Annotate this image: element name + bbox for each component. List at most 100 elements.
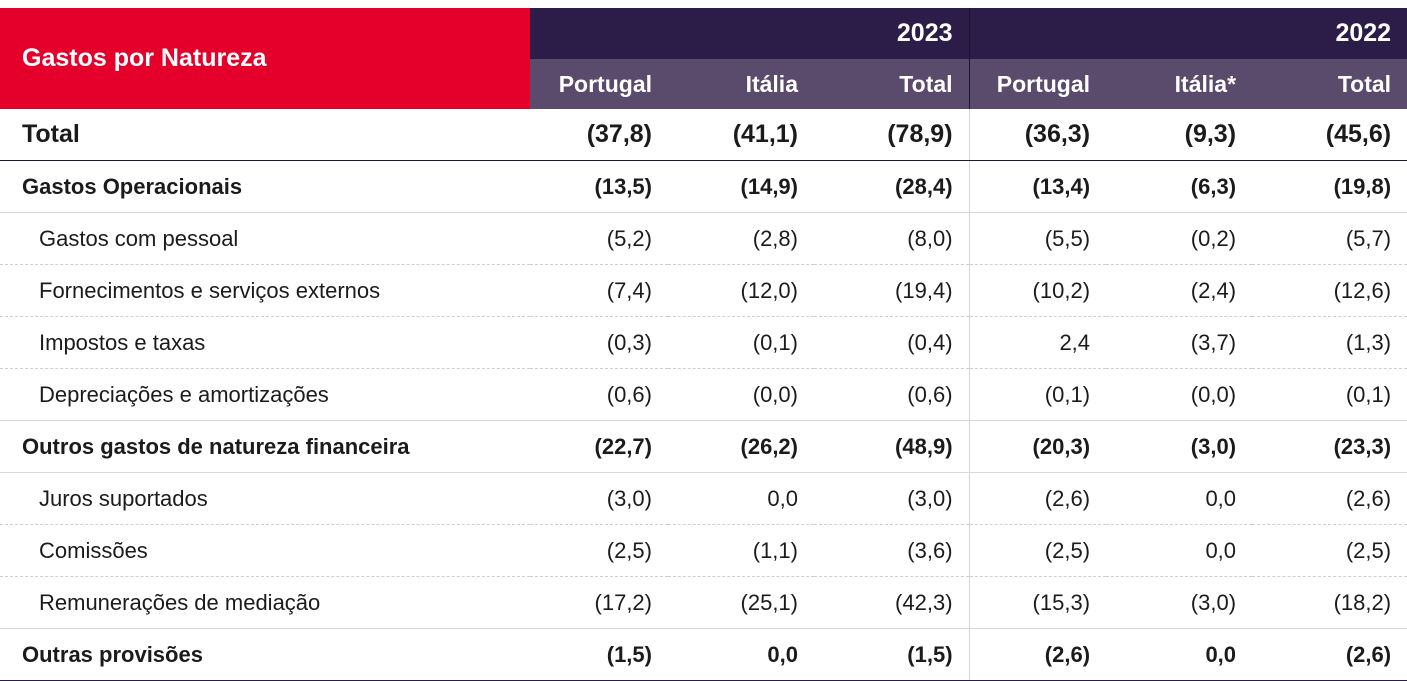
cell-value: (0,0) — [668, 368, 814, 421]
cell-value: (78,9) — [814, 109, 970, 161]
expenses-by-nature-table: Gastos por Natureza 2023 2022 Portugal I… — [0, 8, 1407, 681]
cell-value: (20,3) — [968, 420, 1107, 473]
cell-value: (2,6) — [1252, 628, 1407, 681]
cell-value: (13,5) — [530, 160, 668, 213]
table-title: Gastos por Natureza — [0, 8, 530, 109]
cell-value: (42,3) — [814, 576, 970, 629]
cell-value: (3,0) — [530, 472, 668, 525]
row-label: Gastos com pessoal — [0, 212, 530, 265]
column-header: Portugal — [968, 59, 1107, 109]
cell-value: (2,8) — [668, 212, 814, 265]
cell-value: (3,0) — [1106, 420, 1253, 473]
item-row: Fornecimentos e serviços externos (7,4) … — [0, 264, 1407, 317]
cell-value: (0,6) — [530, 368, 668, 421]
cell-value: (2,6) — [968, 628, 1107, 681]
cell-value: 2,4 — [968, 316, 1107, 369]
cell-value: (8,0) — [814, 212, 970, 265]
total-row: Total (37,8) (41,1) (78,9) (36,3) (9,3) … — [0, 109, 1407, 161]
cell-value: (5,7) — [1252, 212, 1407, 265]
cell-value: (18,2) — [1252, 576, 1407, 629]
item-row: Juros suportados (3,0) 0,0 (3,0) (2,6) 0… — [0, 472, 1407, 525]
item-row: Remunerações de mediação (17,2) (25,1) (… — [0, 576, 1407, 629]
cell-value: (0,3) — [530, 316, 668, 369]
column-header: Total — [1252, 59, 1407, 109]
cell-value: (13,4) — [968, 160, 1107, 213]
cell-value: (0,1) — [1252, 368, 1407, 421]
cell-value: (0,1) — [968, 368, 1107, 421]
cell-value: (2,6) — [968, 472, 1107, 525]
cell-value: (22,7) — [530, 420, 668, 473]
cell-value: (5,2) — [530, 212, 668, 265]
cell-value: (2,5) — [530, 524, 668, 577]
cell-value: (36,3) — [968, 109, 1107, 161]
row-label: Gastos Operacionais — [0, 160, 530, 213]
row-label: Outros gastos de natureza financeira — [0, 420, 530, 473]
cell-value: (2,6) — [1252, 472, 1407, 525]
item-row: Depreciações e amortizações (0,6) (0,0) … — [0, 368, 1407, 421]
cell-value: (1,5) — [530, 628, 668, 681]
cell-value: (15,3) — [968, 576, 1107, 629]
cell-value: (2,5) — [968, 524, 1107, 577]
cell-value: (0,1) — [668, 316, 814, 369]
cell-value: (1,3) — [1252, 316, 1407, 369]
row-label: Fornecimentos e serviços externos — [0, 264, 530, 317]
row-label: Depreciações e amortizações — [0, 368, 530, 421]
row-label: Comissões — [0, 524, 530, 577]
cell-value: (0,6) — [814, 368, 970, 421]
cell-value: (25,1) — [668, 576, 814, 629]
cell-value: 0,0 — [1106, 524, 1253, 577]
group-row: Gastos Operacionais (13,5) (14,9) (28,4)… — [0, 160, 1407, 213]
cell-value: (0,0) — [1106, 368, 1253, 421]
cell-value: (23,3) — [1252, 420, 1407, 473]
cell-value: (12,0) — [668, 264, 814, 317]
cell-value: 0,0 — [668, 472, 814, 525]
cell-value: (10,2) — [968, 264, 1107, 317]
cell-value: (7,4) — [530, 264, 668, 317]
cell-value: (5,5) — [968, 212, 1107, 265]
row-label: Juros suportados — [0, 472, 530, 525]
cell-value: (1,1) — [668, 524, 814, 577]
cell-value: (1,5) — [814, 628, 970, 681]
row-label: Remunerações de mediação — [0, 576, 530, 629]
cell-value: (6,3) — [1106, 160, 1253, 213]
cell-value: (3,6) — [814, 524, 970, 577]
cell-value: (37,8) — [530, 109, 668, 161]
cell-value: (19,8) — [1252, 160, 1407, 213]
cell-value: (14,9) — [668, 160, 814, 213]
cell-value: 0,0 — [1106, 628, 1253, 681]
row-label: Outras provisões — [0, 628, 530, 681]
cell-value: (2,4) — [1106, 264, 1253, 317]
cell-value: (45,6) — [1252, 109, 1407, 161]
year-header-2023: 2023 — [530, 8, 970, 59]
item-row: Comissões (2,5) (1,1) (3,6) (2,5) 0,0 (2… — [0, 524, 1407, 577]
cell-value: (9,3) — [1106, 109, 1253, 161]
group-row: Outros gastos de natureza financeira (22… — [0, 420, 1407, 473]
cell-value: (28,4) — [814, 160, 970, 213]
column-header: Itália — [668, 59, 814, 109]
column-header-row: Portugal Itália Total Portugal Itália* T… — [0, 59, 1407, 109]
cell-value: (3,0) — [1106, 576, 1253, 629]
group-row: Outras provisões (1,5) 0,0 (1,5) (2,6) 0… — [0, 628, 1407, 681]
column-header: Total — [814, 59, 970, 109]
cell-value: (17,2) — [530, 576, 668, 629]
cell-value: 0,0 — [668, 628, 814, 681]
item-row: Gastos com pessoal (5,2) (2,8) (8,0) (5,… — [0, 212, 1407, 265]
column-header: Itália* — [1106, 59, 1253, 109]
cell-value: (41,1) — [668, 109, 814, 161]
cell-value: (26,2) — [668, 420, 814, 473]
cell-value: (0,2) — [1106, 212, 1253, 265]
cell-value: (12,6) — [1252, 264, 1407, 317]
cell-value: (0,4) — [814, 316, 970, 369]
cell-value: (3,7) — [1106, 316, 1253, 369]
row-label: Total — [0, 109, 530, 161]
year-header-row: Gastos por Natureza 2023 2022 — [0, 8, 1407, 109]
cell-value: (48,9) — [814, 420, 970, 473]
cell-value: (19,4) — [814, 264, 970, 317]
cell-value: (2,5) — [1252, 524, 1407, 577]
year-header-2022: 2022 — [968, 8, 1407, 59]
column-header: Portugal — [530, 59, 668, 109]
cell-value: 0,0 — [1106, 472, 1253, 525]
cell-value: (3,0) — [814, 472, 970, 525]
row-label: Impostos e taxas — [0, 316, 530, 369]
item-row: Impostos e taxas (0,3) (0,1) (0,4) 2,4 (… — [0, 316, 1407, 369]
